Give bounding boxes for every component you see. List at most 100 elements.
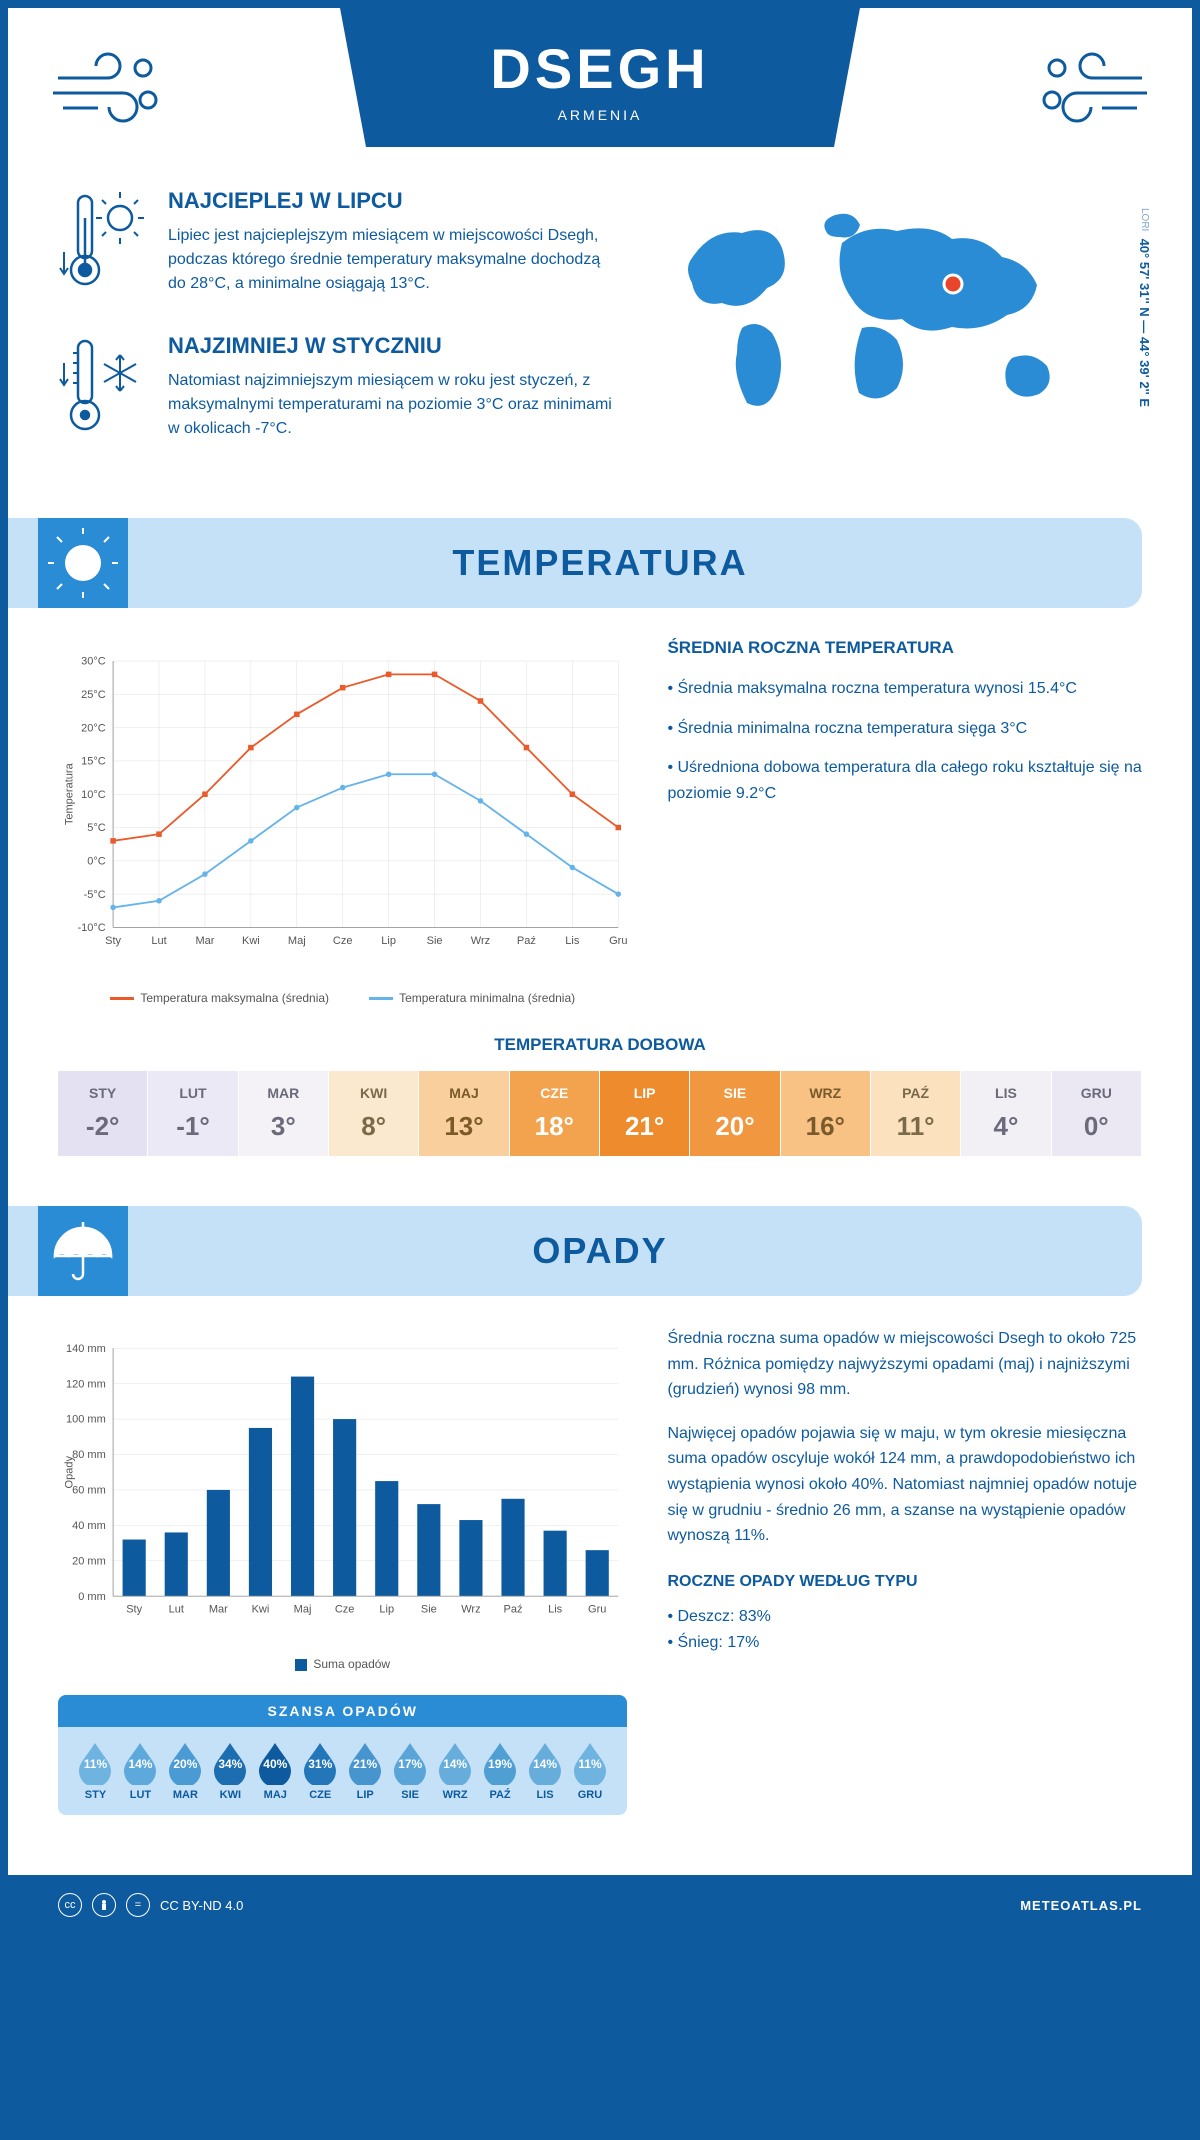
- precipitation-heading: OPADY: [58, 1230, 1142, 1272]
- by-icon: [92, 1893, 116, 1917]
- svg-text:Sie: Sie: [427, 935, 443, 947]
- daily-cell: LIP21°: [600, 1071, 690, 1156]
- legend-min: Temperatura minimalna (średnia): [369, 991, 575, 1005]
- daily-temp-table: STY-2°LUT-1°MAR3°KWI8°MAJ13°CZE18°LIP21°…: [58, 1071, 1142, 1156]
- svg-text:Lip: Lip: [381, 935, 396, 947]
- svg-text:Lut: Lut: [151, 935, 166, 947]
- drop-item: 31%CZE: [301, 1741, 340, 1801]
- thermometer-cold-icon: [58, 333, 148, 448]
- hottest-block: NAJCIEPLEJ W LIPCU Lipiec jest najcieple…: [58, 188, 622, 303]
- precipitation-text: Średnia roczna suma opadów w miejscowośc…: [667, 1326, 1142, 1815]
- daily-cell: PAŹ11°: [871, 1071, 961, 1156]
- daily-temp-title: TEMPERATURA DOBOWA: [58, 1035, 1142, 1055]
- svg-text:Lip: Lip: [379, 1604, 394, 1616]
- city-title: DSEGH: [340, 36, 860, 101]
- drop-item: 19%PAŹ: [481, 1741, 520, 1801]
- svg-text:Lis: Lis: [548, 1604, 563, 1616]
- svg-text:Maj: Maj: [294, 1604, 312, 1616]
- daily-cell: LUT-1°: [148, 1071, 238, 1156]
- drop-item: 21%LIP: [346, 1741, 385, 1801]
- svg-text:80 mm: 80 mm: [72, 1449, 106, 1461]
- drop-item: 34%KWI: [211, 1741, 250, 1801]
- svg-text:Cze: Cze: [333, 935, 353, 947]
- daily-cell: CZE18°: [510, 1071, 600, 1156]
- svg-text:100 mm: 100 mm: [66, 1414, 106, 1426]
- location-marker-icon: [942, 273, 962, 293]
- svg-text:Wrz: Wrz: [471, 935, 490, 947]
- drops-title: SZANSA OPADÓW: [58, 1695, 627, 1727]
- license-text: CC BY-ND 4.0: [160, 1898, 243, 1913]
- svg-text:20 mm: 20 mm: [72, 1555, 106, 1567]
- svg-text:Gru: Gru: [609, 935, 627, 947]
- site-name: METEOATLAS.PL: [1020, 1898, 1142, 1913]
- svg-text:Kwi: Kwi: [242, 935, 260, 947]
- svg-text:Lis: Lis: [565, 935, 580, 947]
- drop-item: 17%SIE: [391, 1741, 430, 1801]
- daily-cell: LIS4°: [961, 1071, 1051, 1156]
- coldest-title: NAJZIMNIEJ W STYCZNIU: [168, 333, 622, 359]
- bar-legend: Suma opadów: [58, 1657, 627, 1671]
- svg-text:Lut: Lut: [169, 1604, 184, 1616]
- region-label: LORI: [1139, 208, 1150, 231]
- legend-max: Temperatura maksymalna (średnia): [110, 991, 329, 1005]
- hottest-text: Lipiec jest najcieplejszym miesiącem w m…: [168, 224, 622, 296]
- svg-text:20°C: 20°C: [81, 722, 106, 734]
- precip-paragraph: Najwięcej opadów pojawia się w maju, w t…: [667, 1421, 1142, 1549]
- wind-deco-icon: [48, 38, 188, 143]
- wind-deco-icon: [1012, 38, 1152, 143]
- drop-item: 14%WRZ: [436, 1741, 475, 1801]
- svg-text:10°C: 10°C: [81, 789, 106, 801]
- svg-text:Cze: Cze: [335, 1604, 355, 1616]
- svg-text:5°C: 5°C: [87, 822, 106, 834]
- precip-rain: • Deszcz: 83%: [667, 1604, 1142, 1630]
- daily-cell: GRU0°: [1052, 1071, 1142, 1156]
- precipitation-section-banner: OPADY: [8, 1206, 1142, 1296]
- svg-text:0°C: 0°C: [87, 855, 106, 867]
- coldest-block: NAJZIMNIEJ W STYCZNIU Natomiast najzimni…: [58, 333, 622, 448]
- coordinates: LORI 40° 57' 31'' N — 44° 39' 2'' E: [1137, 208, 1152, 407]
- precip-type-title: ROCZNE OPADY WEDŁUG TYPU: [667, 1569, 1142, 1595]
- footer: cc = CC BY-ND 4.0 METEOATLAS.PL: [8, 1875, 1192, 1935]
- svg-text:Kwi: Kwi: [252, 1604, 270, 1616]
- daily-cell: SIE20°: [690, 1071, 780, 1156]
- drop-item: 40%MAJ: [256, 1741, 295, 1801]
- svg-text:120 mm: 120 mm: [66, 1378, 106, 1390]
- svg-text:Sie: Sie: [421, 1604, 437, 1616]
- svg-text:40 mm: 40 mm: [72, 1520, 106, 1532]
- svg-text:Paź: Paź: [517, 935, 536, 947]
- svg-text:Gru: Gru: [588, 1604, 606, 1616]
- precip-paragraph: Średnia roczna suma opadów w miejscowośc…: [667, 1326, 1142, 1403]
- svg-text:0 mm: 0 mm: [78, 1591, 106, 1603]
- svg-text:25°C: 25°C: [81, 689, 106, 701]
- temperature-section-banner: TEMPERATURA: [8, 518, 1142, 608]
- svg-text:Mar: Mar: [209, 1604, 228, 1616]
- drop-item: 20%MAR: [166, 1741, 205, 1801]
- drop-item: 14%LUT: [121, 1741, 160, 1801]
- temp-bullet: • Uśredniona dobowa temperatura dla całe…: [667, 755, 1142, 806]
- title-banner: DSEGH ARMENIA: [340, 8, 860, 147]
- nd-icon: =: [126, 1893, 150, 1917]
- svg-text:140 mm: 140 mm: [66, 1343, 106, 1355]
- hottest-title: NAJCIEPLEJ W LIPCU: [168, 188, 622, 214]
- svg-text:Sty: Sty: [126, 1604, 142, 1616]
- precipitation-bar-chart: 0 mm 20 mm 40 mm 60 mm 80 mm 100 mm 120 mm 140 …: [58, 1326, 627, 1671]
- sun-icon: [38, 518, 128, 608]
- cc-icon: cc: [58, 1893, 82, 1917]
- country-subtitle: ARMENIA: [340, 107, 860, 123]
- precip-snow: • Śnieg: 17%: [667, 1630, 1142, 1656]
- coldest-text: Natomiast najzimniejszym miesiącem w rok…: [168, 369, 622, 441]
- temperature-line-chart: -10°C-5°C0°C5°C10°C15°C20°C25°C30°CStyLu…: [58, 638, 627, 1005]
- svg-text:60 mm: 60 mm: [72, 1485, 106, 1497]
- daily-cell: WRZ16°: [781, 1071, 871, 1156]
- precipitation-chance-panel: SZANSA OPADÓW 11%STY14%LUT20%MAR34%KWI40…: [58, 1695, 627, 1815]
- thermometer-hot-icon: [58, 188, 148, 303]
- drop-item: 11%GRU: [570, 1741, 609, 1801]
- temperature-heading: TEMPERATURA: [58, 542, 1142, 584]
- header: DSEGH ARMENIA: [8, 8, 1192, 188]
- svg-text:-5°C: -5°C: [84, 889, 106, 901]
- drop-item: 14%LIS: [526, 1741, 565, 1801]
- temp-bullet: • Średnia maksymalna roczna temperatura …: [667, 676, 1142, 702]
- temp-bullet: • Średnia minimalna roczna temperatura s…: [667, 716, 1142, 742]
- longitude: 44° 39' 2'' E: [1137, 337, 1152, 407]
- daily-cell: MAJ13°: [419, 1071, 509, 1156]
